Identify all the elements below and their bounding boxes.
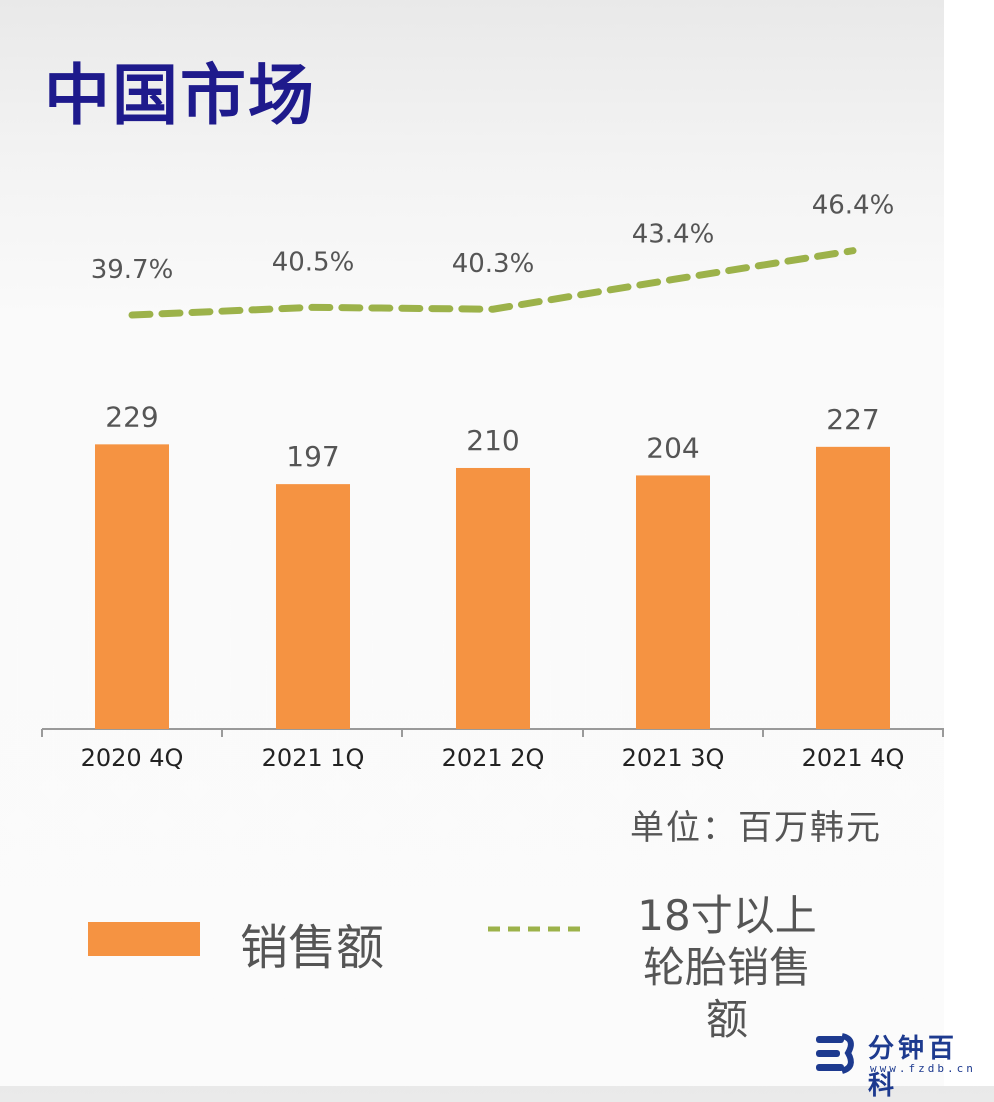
- line-series: [128, 247, 857, 319]
- x-tick-label: 2021 1Q: [262, 744, 365, 772]
- watermark-logo: 分钟百科 www.fzdb.cn: [814, 1028, 986, 1101]
- legend-bar-swatch: [88, 922, 200, 956]
- chart-area: 229 2020 4Q 197 2021 1Q 210 2021 2Q 204 2021 3Q…: [41, 191, 944, 772]
- bar: [636, 475, 710, 729]
- line-value-label: 43.4%: [632, 219, 715, 249]
- x-tick-label: 2021 2Q: [442, 744, 545, 772]
- bar-value-label: 210: [466, 424, 519, 457]
- legend-line-label-2: 轮胎销售: [642, 943, 811, 992]
- legend-line-label-3: 额: [705, 995, 748, 1044]
- line-value-label: 40.5%: [272, 247, 355, 277]
- legend-line-label-1: 18寸以上: [637, 891, 817, 940]
- legend-bar-label: 销售额: [240, 920, 385, 976]
- legend-line-swatch: [488, 926, 588, 932]
- chart-title: 中国市场: [44, 57, 316, 134]
- line-value-label: 39.7%: [91, 255, 174, 285]
- bar: [95, 444, 169, 729]
- logo-icon: [816, 1033, 854, 1074]
- x-tick-label: 2020 4Q: [81, 744, 184, 772]
- bar-value-label: 229: [105, 400, 158, 433]
- background-strip: [944, 0, 994, 1086]
- line-value-label: 46.4%: [812, 191, 895, 221]
- watermark-url: www.fzdb.cn: [870, 1062, 976, 1075]
- bar-value-label: 227: [826, 403, 879, 436]
- bar-value-label: 204: [646, 431, 699, 464]
- line-value-label: 40.3%: [452, 249, 535, 279]
- bar: [456, 467, 530, 729]
- bar: [816, 446, 890, 729]
- unit-note: 单位：百万韩元: [630, 808, 882, 848]
- x-tick-label: 2021 3Q: [622, 744, 725, 772]
- bar-value-label: 197: [286, 440, 339, 473]
- x-tick-label: 2021 4Q: [802, 744, 905, 772]
- bar: [276, 484, 350, 729]
- legend-line-label: 18寸以上 轮胎销售 额: [632, 890, 822, 1046]
